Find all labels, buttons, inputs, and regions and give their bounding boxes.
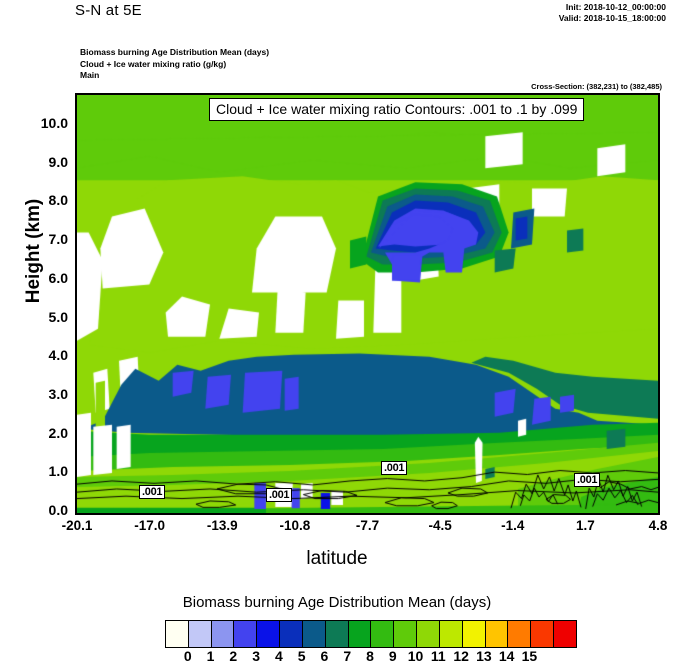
colorbar-cell[interactable] <box>485 621 509 647</box>
colorbar-tick-label: 11 <box>430 648 446 664</box>
init-time-label: Init: 2018-10-12_00:00:00 <box>565 2 666 12</box>
colorbar-tick-labels: 0 1 2 3 4 5 6 7 8 9 10 11 12 13 14 15 <box>165 648 575 668</box>
x-tick-label: -4.5 <box>428 518 452 533</box>
colorbar-tick-label: 2 <box>229 648 238 664</box>
colorbar-tick-label: 14 <box>498 648 515 664</box>
colorbar-tick-label: 13 <box>476 648 492 664</box>
colorbar-tick-label: 7 <box>343 648 352 664</box>
colorbar-cell[interactable] <box>439 621 463 647</box>
y-tick-label: 2.0 <box>48 424 68 441</box>
y-tick-label: 9.0 <box>48 153 68 170</box>
colorbar-cell[interactable] <box>166 621 189 647</box>
x-tick-label: 4.8 <box>648 518 668 533</box>
colorbar-tick-label: 5 <box>297 648 306 664</box>
colorbar-cell[interactable] <box>554 621 576 647</box>
y-tick-label: 10.0 <box>40 115 68 131</box>
colorbar-cell[interactable] <box>211 621 235 647</box>
x-tick-label: -10.8 <box>279 518 311 533</box>
y-tick-label: 3.0 <box>48 385 68 402</box>
colorbar-tick-label: 6 <box>320 648 329 664</box>
y-tick-label: 4.0 <box>48 347 68 364</box>
colorbar-cell[interactable] <box>508 621 532 647</box>
contour-banner: Cloud + Ice water mixing ratio Contours:… <box>209 98 585 121</box>
colorbar-cell[interactable] <box>234 621 258 647</box>
colorbar-cell[interactable] <box>188 621 212 647</box>
model-run-times: Init: 2018-10-12_00:00:00 Valid: 2018-10… <box>559 2 666 24</box>
colorbar-cell[interactable] <box>371 621 395 647</box>
colorbar-tick-label: 4 <box>274 648 283 664</box>
colorbar-tick-label: 8 <box>366 648 374 664</box>
colorbar-title: Biomass burning Age Distribution Mean (d… <box>182 594 492 611</box>
cross-section-label: Cross-Section: (382,231) to (382,485) <box>531 82 662 91</box>
colorbar-cell[interactable] <box>462 621 486 647</box>
contour-value-label: .001 <box>574 473 601 487</box>
colorbar-cell[interactable] <box>302 621 326 647</box>
colorbar-cell[interactable] <box>280 621 303 647</box>
colorbar-tick-label: 0 <box>183 648 192 664</box>
x-tick-label: -20.1 <box>61 518 93 533</box>
colorbar-tick-label: 3 <box>252 648 261 664</box>
y-tick-label: 7.0 <box>48 231 68 248</box>
x-axis-title: latitude <box>306 548 368 569</box>
cross-section-plot[interactable]: Cloud + Ice water mixing ratio Contours:… <box>75 93 660 515</box>
colorbar-tick-label: 10 <box>407 648 424 664</box>
y-tick-label: 1.0 <box>48 463 68 480</box>
y-tick-label: 8.0 <box>48 192 68 209</box>
contour-overlay-canvas <box>77 95 658 513</box>
colorbar-tick-label: 1 <box>206 648 215 664</box>
x-tick-label: -7.7 <box>355 518 380 533</box>
field-description: Biomass burning Age Distribution Mean (d… <box>80 47 269 82</box>
colorbar-cell[interactable] <box>348 621 372 647</box>
colorbar-cell[interactable] <box>417 621 440 647</box>
colorbar-cell[interactable] <box>257 621 281 647</box>
x-tick-label: -1.4 <box>501 518 525 533</box>
contour-value-label: .001 <box>139 485 166 499</box>
colorbar-cell[interactable] <box>325 621 349 647</box>
colorbar[interactable] <box>165 620 577 648</box>
y-tick-label: 5.0 <box>48 308 68 325</box>
page-title: S-N at 5E <box>75 2 142 19</box>
colorbar-cell[interactable] <box>394 621 418 647</box>
y-tick-label: 0.0 <box>48 502 68 518</box>
x-tick-label: -17.0 <box>134 518 166 533</box>
field-line-contour: Cloud + Ice water mixing ratio (g/kg) <box>80 58 227 69</box>
colorbar-cell[interactable] <box>531 621 555 647</box>
colorbar-tick-label: 9 <box>388 648 397 664</box>
colorbar-tick-label: 12 <box>453 648 469 664</box>
x-tick-label: 1.7 <box>575 518 595 533</box>
y-tick-label: 6.0 <box>48 269 68 286</box>
contour-value-label: .001 <box>381 461 408 475</box>
colorbar-tick-label: 15 <box>521 648 538 664</box>
contour-value-label: .001 <box>266 488 293 502</box>
field-line-domain: Main <box>80 70 100 80</box>
x-tick-label: -13.9 <box>206 518 238 533</box>
field-line-shaded: Biomass burning Age Distribution Mean (d… <box>80 47 270 57</box>
valid-time-label: Valid: 2018-10-15_18:00:00 <box>558 13 666 23</box>
